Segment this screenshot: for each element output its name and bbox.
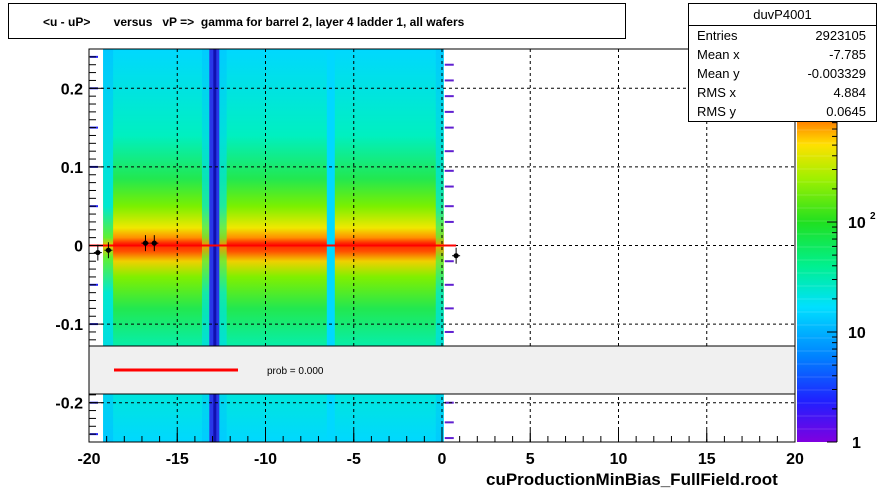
- chart-title: <u - uP> versus vP => gamma for barrel 2…: [43, 15, 465, 29]
- y-tick-label: 0.2: [61, 81, 83, 98]
- heatmap-sparse-cell: [444, 79, 454, 82]
- stats-key: Entries: [697, 28, 738, 43]
- y-tick-label: -0.2: [55, 396, 83, 413]
- profile-point: [142, 240, 149, 246]
- z-tick-exponent: 2: [870, 211, 876, 222]
- heatmap-sparse-cell: [444, 307, 454, 310]
- heatmap-sparse-cell: [444, 185, 454, 188]
- stats-value: 2923105: [815, 28, 866, 43]
- z-tick-label: 1: [852, 435, 861, 452]
- heatmap-sparse-cell: [444, 63, 454, 66]
- stats-value: -0.003329: [807, 66, 866, 81]
- x-tick-label: 10: [610, 451, 628, 468]
- stats-key: Mean x: [697, 47, 740, 62]
- stats-value: -7.785: [829, 47, 866, 62]
- heatmap-sparse-cell: [444, 150, 454, 153]
- stats-row-mean-y: Mean y -0.003329: [697, 64, 866, 83]
- title-box: <u - uP> versus vP => gamma for barrel 2…: [8, 3, 626, 39]
- stats-row-entries: Entries 2923105: [697, 26, 866, 45]
- stats-value: 0.0645: [826, 104, 866, 119]
- heatmap-sparse-cell: [444, 437, 454, 440]
- y-tick-label: -0.1: [55, 317, 83, 334]
- stats-key: Mean y: [697, 66, 740, 81]
- stats-row-rms-x: RMS x 4.884: [697, 83, 866, 102]
- heatmap-sparse-cell: [444, 220, 454, 223]
- profile-point: [151, 240, 157, 246]
- heatmap-sparse-cell: [444, 95, 454, 98]
- heatmap-sparse-cell: [444, 110, 454, 113]
- x-tick-label: 0: [438, 451, 447, 468]
- z-color-bar: [797, 104, 837, 442]
- grid-lines: [89, 49, 795, 442]
- footer-filename: cuProductionMinBias_FullField.root: [486, 470, 778, 489]
- x-tick-label: -10: [254, 451, 277, 468]
- heatmap-sparse-cell: [444, 126, 454, 129]
- profile-point: [453, 253, 459, 259]
- stats-key: RMS y: [697, 104, 736, 119]
- y-tick-label: 0: [74, 239, 83, 256]
- fit-legend-label: prob = 0.000: [267, 366, 324, 377]
- heatmap-sparse-cell: [444, 421, 454, 424]
- profile-marks: [89, 235, 461, 264]
- stats-row-rms-y: RMS y 0.0645: [697, 102, 866, 121]
- heatmap-sparse-cell: [444, 205, 454, 208]
- stats-box: duvP4001 Entries 2923105 Mean x -7.785 M…: [688, 3, 877, 122]
- x-tick-label: 20: [786, 451, 804, 468]
- x-tick-label: -15: [166, 451, 189, 468]
- x-tick-label: 5: [526, 451, 535, 468]
- profile-point: [105, 247, 112, 253]
- x-tick-label: -5: [347, 451, 361, 468]
- heatmap-sparse-cell: [444, 330, 454, 333]
- axis-ticks: -20 -15 -10 -5 0 5 10 15 20 -0.2 -0.1 0 0.1 0.2: [55, 48, 804, 468]
- heatmap-sparse-cell: [444, 283, 454, 286]
- stats-title: duvP4001: [689, 4, 876, 26]
- stats-row-mean-x: Mean x -7.785: [697, 45, 866, 64]
- color-scale: 1101023: [797, 100, 876, 452]
- profile-point: [95, 249, 101, 256]
- stats-key: RMS x: [697, 85, 736, 100]
- x-tick-label: -20: [77, 451, 100, 468]
- z-tick-label: 10: [848, 325, 866, 342]
- stats-value: 4.884: [833, 85, 866, 100]
- z-tick-label: 10: [848, 215, 866, 232]
- x-tick-label: 15: [698, 451, 716, 468]
- y-tick-label: 0.1: [61, 160, 83, 177]
- heatmap-sparse-cell: [444, 260, 454, 263]
- heatmap-sparse-cell: [444, 169, 454, 172]
